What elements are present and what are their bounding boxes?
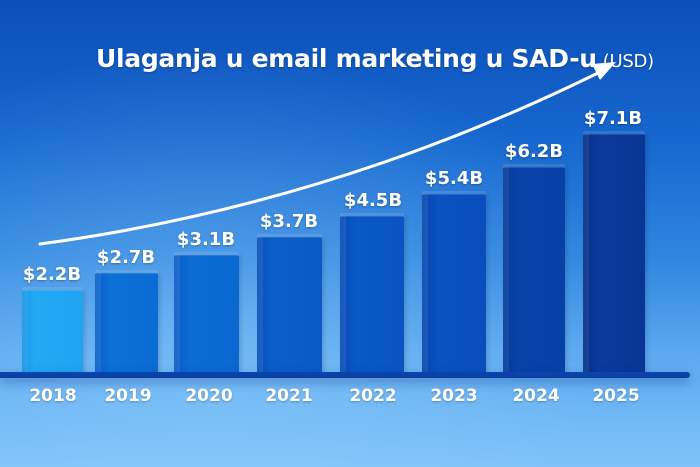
x-tick-2020: 2020 [185, 386, 233, 406]
x-axis-baseline [0, 372, 690, 378]
value-label-2020: $3.1B [176, 229, 236, 250]
bar-2019 [95, 270, 158, 375]
value-label-2025: $7.1B [583, 108, 643, 129]
x-tick-2018: 2018 [29, 386, 77, 406]
chart-title: Ulaganja u email marketing u SAD-u (USD) [96, 44, 654, 73]
x-tick-2021: 2021 [265, 386, 313, 406]
chart-title-text: Ulaganja u email marketing u SAD-u [96, 44, 597, 73]
value-label-2024: $6.2B [504, 141, 564, 162]
bar-2021 [257, 234, 322, 375]
chart-title-unit: (USD) [602, 51, 654, 72]
x-tick-2024: 2024 [512, 386, 560, 406]
value-label-2021: $3.7B [259, 211, 319, 232]
bar-2022 [340, 213, 404, 375]
x-tick-2022: 2022 [349, 386, 397, 406]
value-label-2022: $4.5B [343, 190, 403, 211]
bar-2023 [422, 191, 486, 375]
value-label-2019: $2.7B [96, 247, 156, 268]
value-label-2018: $2.2B [22, 264, 82, 285]
x-tick-2019: 2019 [104, 386, 152, 406]
x-tick-2023: 2023 [430, 386, 478, 406]
x-tick-2025: 2025 [592, 386, 640, 406]
bar-2020 [174, 252, 239, 375]
bar-2025 [583, 131, 645, 375]
bar-2024 [503, 164, 565, 375]
bar-2018 [22, 287, 83, 375]
value-label-2023: $5.4B [424, 168, 484, 189]
